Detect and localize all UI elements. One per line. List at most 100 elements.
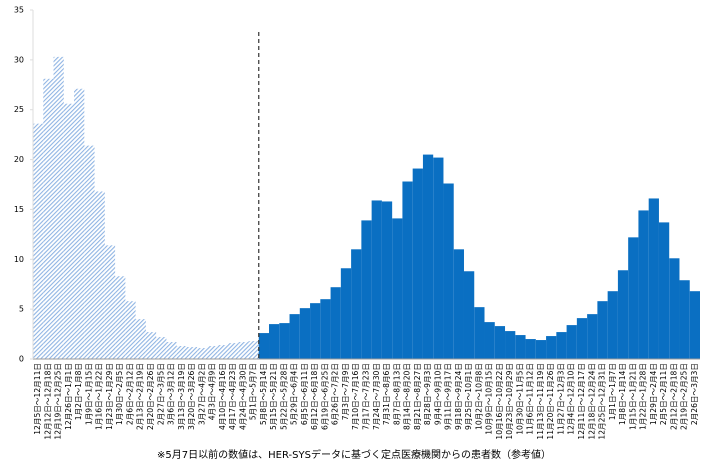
bar <box>74 88 85 359</box>
y-tick-label: 5 <box>19 305 24 314</box>
y-tick-label: 20 <box>14 155 24 164</box>
bar <box>361 220 372 359</box>
x-tick-label: 1月23日～1月29日 <box>105 363 114 430</box>
bar <box>453 249 464 359</box>
x-tick-label: 11月27日～12月3日 <box>556 363 565 435</box>
x-tick-label: 5月15日～5月21日 <box>269 363 278 430</box>
x-tick-label: 3月6日～3月12日 <box>167 363 176 425</box>
bar <box>330 287 341 359</box>
x-tick-label: 12月12日～12月18日 <box>43 363 52 440</box>
x-tick-label: 11月13日～11月19日 <box>536 363 545 440</box>
x-tick-label: 12月11日～12月17日 <box>577 363 586 440</box>
x-tick-label: 1月22日～1月28日 <box>639 363 648 430</box>
x-tick-label: 2月26日～3月3日 <box>690 363 699 425</box>
bar <box>186 347 198 359</box>
x-tick-label: 10月23日～10月29日 <box>505 363 514 440</box>
x-tick-label: 5月8日～5月14日 <box>259 363 268 425</box>
bar <box>535 340 547 359</box>
x-tick-label: 5月22日～5月28日 <box>279 363 288 430</box>
x-tick-label: 11月6日～11月12日 <box>526 363 535 435</box>
y-tick-label: 35 <box>14 6 24 15</box>
bar <box>597 301 608 359</box>
bar <box>248 341 259 359</box>
bar <box>658 222 670 359</box>
x-tick-label: 8月14日～8月20日 <box>403 363 412 430</box>
bar <box>207 346 218 359</box>
x-tick-label: 12月26日～1月1日 <box>64 363 73 430</box>
bar <box>474 307 485 359</box>
bar <box>576 318 588 359</box>
bar <box>515 335 526 359</box>
bar <box>115 276 126 359</box>
x-tick-label: 2月19日～2月25日 <box>680 363 689 430</box>
bar <box>556 332 567 359</box>
bar <box>340 268 352 359</box>
bar <box>566 325 577 359</box>
x-tick-label: 1月29日～2月4日 <box>649 363 658 425</box>
bar <box>463 271 475 359</box>
bar <box>197 348 208 359</box>
x-tick-label: 9月11日～9月17日 <box>444 363 453 430</box>
x-tick-label: 10月2日～10月8日 <box>474 363 483 430</box>
bar <box>94 191 105 359</box>
x-tick-label: 7月10日～7月16日 <box>351 363 360 430</box>
x-tick-label: 10月9日～10月15日 <box>485 363 494 435</box>
bar <box>587 314 598 359</box>
bar <box>43 78 54 359</box>
bar <box>412 168 423 359</box>
x-tick-label: 1月16日～1月22日 <box>95 363 104 430</box>
bar <box>669 258 680 359</box>
bar <box>279 323 290 359</box>
x-tick-label: 12月18日～12月24日 <box>587 363 596 440</box>
bar <box>104 245 116 359</box>
bar <box>494 326 506 359</box>
x-tick-label: 4月17日～4月23日 <box>228 363 237 430</box>
x-tick-label: 7月3日～7月9日 <box>341 363 350 420</box>
x-tick-label: 12月5日～12月11日 <box>33 363 42 435</box>
x-tick-label: 3月27日～4月2日 <box>197 363 206 425</box>
y-tick-label: 25 <box>14 105 24 114</box>
x-tick-label: 9月25日～10月1日 <box>464 363 473 430</box>
bar <box>217 345 228 359</box>
bar <box>351 249 362 359</box>
bar <box>145 332 157 359</box>
bar <box>617 270 629 359</box>
x-tick-label: 1月8日～1月14日 <box>618 363 627 425</box>
bar <box>371 200 382 359</box>
bar <box>310 303 321 359</box>
x-tick-label: 2月13日～2月19日 <box>136 363 145 430</box>
bar <box>269 324 280 359</box>
x-tick-label: 6月26日～7月2日 <box>331 363 340 425</box>
bar <box>53 56 64 359</box>
bar <box>125 301 136 359</box>
bar <box>299 308 311 359</box>
bar <box>505 331 516 359</box>
bar <box>381 201 393 359</box>
x-tick-label: 10月16日～10月22日 <box>495 363 504 440</box>
x-tick-label: 6月12日～6月18日 <box>310 363 319 430</box>
bar <box>63 103 75 359</box>
x-tick-label: 3月20日～3月26日 <box>187 363 196 430</box>
x-tick-label: 9月18日～9月24日 <box>454 363 463 430</box>
x-tick-label: 8月21日～8月27日 <box>413 363 422 430</box>
bar <box>320 299 331 359</box>
x-tick-label: 4月3日～4月9日 <box>208 363 217 420</box>
x-tick-label: 4月10日～4月16日 <box>218 363 227 430</box>
x-tick-label: 9月4日～9月10日 <box>433 363 442 425</box>
bar <box>679 280 690 359</box>
x-tick-label: 2月6日～2月12日 <box>125 363 134 425</box>
bar <box>166 342 177 359</box>
bar <box>402 181 413 359</box>
bar <box>689 291 700 359</box>
x-tick-label: 7月17日～7月23日 <box>362 363 371 430</box>
bar <box>628 237 639 359</box>
bar <box>258 333 270 359</box>
y-tick-label: 30 <box>14 55 24 64</box>
x-tick-label: 6月5日～6月11日 <box>300 363 309 425</box>
x-tick-label: 1月1日～1月7日 <box>608 363 617 420</box>
x-tick-label: 5月29日～6月4日 <box>290 363 299 425</box>
y-tick-label: 15 <box>14 205 24 214</box>
x-tick-label: 2月20日～2月26日 <box>146 363 155 430</box>
x-tick-label: 6月19日～6月25日 <box>320 363 329 430</box>
